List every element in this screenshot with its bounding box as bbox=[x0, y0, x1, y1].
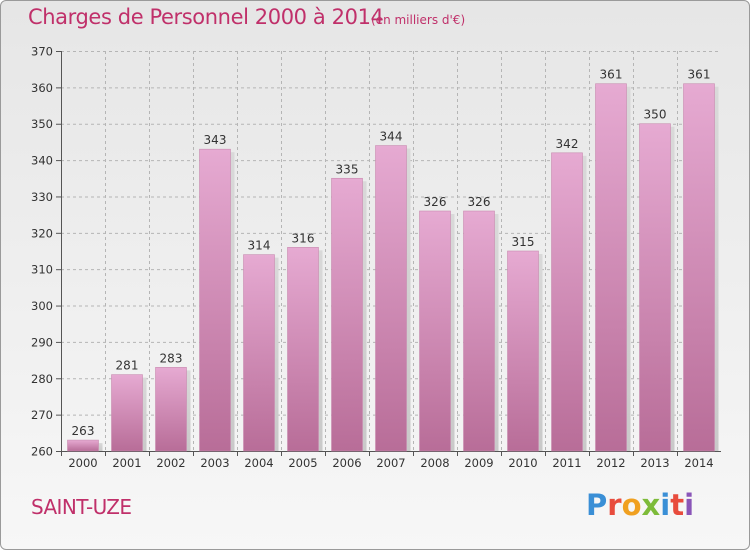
commune-name: SAINT-UZE bbox=[31, 495, 132, 519]
bar-2001[interactable] bbox=[111, 374, 143, 452]
x-tick-label: 2007 bbox=[376, 456, 405, 470]
logo-letter: i bbox=[684, 488, 695, 522]
x-tick-label: 2014 bbox=[684, 456, 713, 470]
chart-title: Charges de Personnel 2000 à 2014 bbox=[28, 5, 384, 29]
y-tick-label: 360 bbox=[31, 81, 53, 95]
logo-letter: i bbox=[660, 488, 671, 522]
bar-2002[interactable] bbox=[155, 367, 187, 452]
y-tick-label: 300 bbox=[31, 299, 53, 313]
y-tick-label: 330 bbox=[31, 190, 53, 204]
logo-letter: x bbox=[641, 488, 661, 522]
data-label: 326 bbox=[468, 195, 491, 209]
x-tick-label: 2009 bbox=[464, 456, 493, 470]
x-tick-label: 2005 bbox=[288, 456, 317, 470]
bars bbox=[67, 83, 719, 452]
x-tick-label: 2010 bbox=[508, 456, 537, 470]
y-tick-label: 340 bbox=[31, 154, 53, 168]
logo-letter: o bbox=[621, 488, 642, 522]
logo-letter: t bbox=[670, 488, 685, 522]
x-tick-label: 2002 bbox=[156, 456, 185, 470]
y-tick-label: 280 bbox=[31, 372, 53, 386]
bar-2014[interactable] bbox=[683, 83, 715, 452]
data-label: 263 bbox=[72, 424, 95, 438]
y-tick-label: 310 bbox=[31, 263, 53, 277]
logo-letter: r bbox=[607, 488, 622, 522]
x-tick-label: 2006 bbox=[332, 456, 361, 470]
logo-letter: P bbox=[586, 488, 608, 522]
data-label: 315 bbox=[512, 235, 535, 249]
axes: 260 270 280 290 300 310 320 330 340 350 360 370 2000… bbox=[31, 45, 721, 470]
bar-2007[interactable] bbox=[375, 145, 407, 452]
data-label: 281 bbox=[116, 359, 139, 373]
y-tick-label: 370 bbox=[31, 45, 53, 59]
data-label: 342 bbox=[556, 137, 579, 151]
bar-2000[interactable] bbox=[67, 439, 99, 452]
x-tick-label: 2008 bbox=[420, 456, 449, 470]
data-label: 314 bbox=[248, 239, 271, 253]
bar-2006[interactable] bbox=[331, 177, 363, 452]
data-labels: 263 281 283 343 314 316 335 344 326 326 315 342 361 3… bbox=[72, 68, 711, 438]
bar-2013[interactable] bbox=[639, 123, 671, 452]
x-tick-label: 2003 bbox=[200, 456, 229, 470]
x-tick-label: 2012 bbox=[596, 456, 625, 470]
data-label: 361 bbox=[688, 68, 711, 82]
y-tick-label: 270 bbox=[31, 408, 53, 422]
data-label: 350 bbox=[644, 108, 667, 122]
x-tick-label: 2001 bbox=[112, 456, 141, 470]
bar-2003[interactable] bbox=[199, 148, 231, 452]
x-tick-label: 2011 bbox=[552, 456, 581, 470]
data-label: 316 bbox=[292, 231, 315, 245]
data-label: 343 bbox=[204, 133, 227, 147]
bar-2010[interactable] bbox=[507, 250, 539, 452]
y-tick-label: 290 bbox=[31, 335, 53, 349]
x-tick-label: 2000 bbox=[68, 456, 97, 470]
bar-2005[interactable] bbox=[287, 247, 319, 452]
proxiti-logo[interactable]: Proxiti bbox=[586, 488, 694, 522]
chart-subtitle: (en milliers d'€) bbox=[371, 13, 466, 27]
data-label: 283 bbox=[160, 351, 183, 365]
x-tick-label: 2013 bbox=[640, 456, 669, 470]
bar-2004[interactable] bbox=[243, 254, 275, 452]
data-label: 361 bbox=[600, 68, 623, 82]
bar-2009[interactable] bbox=[463, 210, 495, 452]
x-tick-label: 2004 bbox=[244, 456, 273, 470]
data-label: 326 bbox=[424, 195, 447, 209]
data-label: 335 bbox=[336, 162, 359, 176]
data-label: 344 bbox=[380, 130, 403, 144]
bar-2008[interactable] bbox=[419, 210, 451, 452]
y-tick-label: 350 bbox=[31, 117, 53, 131]
bar-2011[interactable] bbox=[551, 152, 583, 452]
y-tick-label: 260 bbox=[31, 445, 53, 459]
bar-2012[interactable] bbox=[595, 83, 627, 452]
y-tick-label: 320 bbox=[31, 226, 53, 240]
